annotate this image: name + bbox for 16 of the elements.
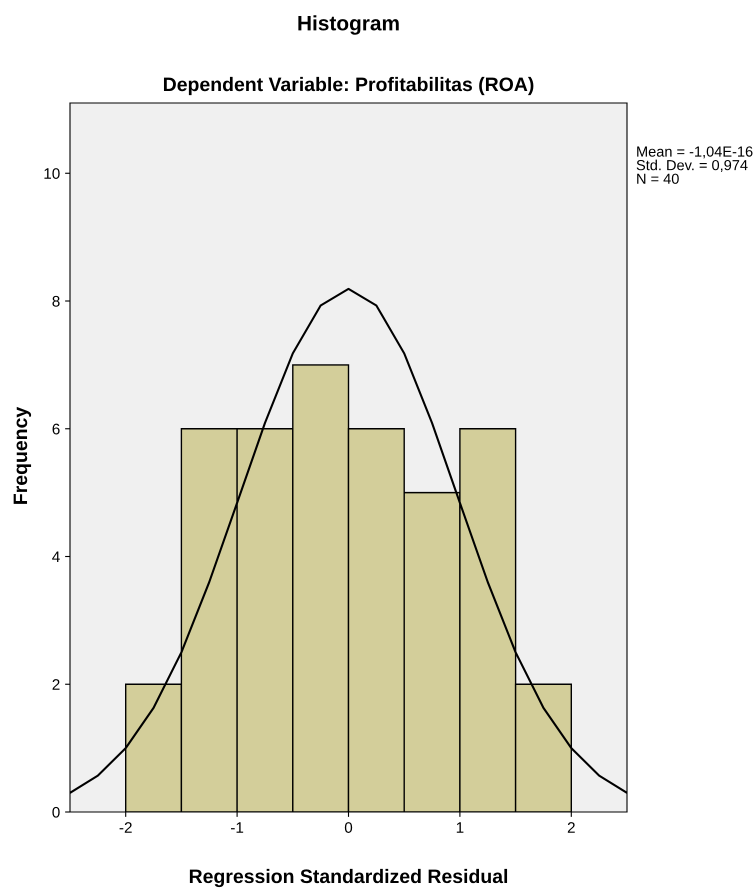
x-tick-label: 1 bbox=[456, 822, 464, 833]
chart-title: Histogram bbox=[298, 15, 399, 35]
y-tick-label: 4 bbox=[52, 552, 60, 562]
x-tick-label: 2 bbox=[568, 822, 575, 833]
y-tick-label: 2 bbox=[52, 679, 60, 690]
y-axis-title: Frequency bbox=[14, 406, 32, 504]
y-tick-label: 10 bbox=[44, 168, 60, 179]
y-tick-label: 8 bbox=[52, 296, 60, 307]
text: Mean = -1,04E-16 Std. Dev. = 0,974 N = 40 bbox=[636, 146, 753, 184]
y-tick-label: 0 bbox=[52, 806, 60, 818]
x-tick-label: -2 bbox=[120, 822, 132, 833]
chart-subtitle: Dependent Variable: Profitabilitas (ROA) bbox=[164, 76, 534, 96]
x-tick-label: -1 bbox=[230, 822, 244, 833]
x-axis-title: Regression Standardized Residual bbox=[190, 868, 508, 888]
x-tick-label: 0 bbox=[344, 822, 352, 833]
y-tick-label: 6 bbox=[52, 424, 60, 434]
